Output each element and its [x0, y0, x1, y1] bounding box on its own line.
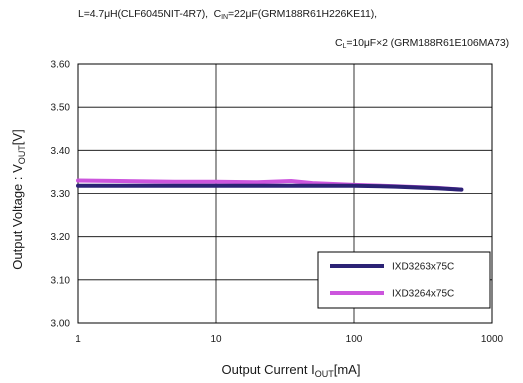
cl-note-sub: L	[342, 43, 347, 50]
legend: IXD3263x75C IXD3264x75C	[317, 251, 491, 309]
x-tick-label: 1	[75, 334, 81, 345]
y-tick-label: 3.10	[51, 275, 71, 286]
y-tick-label: 3.40	[51, 146, 71, 157]
series-lines	[76, 178, 464, 192]
plot-frame	[77, 63, 493, 324]
test-conditions-line-2: CL=10μF×2 (GRM188R61E106MA73)	[335, 37, 509, 50]
y-tick-label: 3.20	[51, 232, 71, 243]
y-tick-label: 3.50	[51, 103, 71, 114]
x-axis-label-text: Output Current I	[222, 362, 315, 377]
x-tick-label: 10	[210, 334, 222, 345]
y-tick-label: 3.00	[51, 319, 71, 330]
test-conditions-line-1: L=4.7μH(CLF6045NIT-4R7), CIN=22μF(GRM188…	[78, 8, 377, 21]
y-axis-label-unit: [V]	[10, 129, 25, 145]
inductor-note: L=4.7μH(CLF6045NIT-4R7),	[78, 8, 208, 20]
y-axis-label: Output Voltage : VOUT[V]	[10, 129, 27, 269]
cin-note-prefix: C	[213, 8, 222, 20]
cl-note-prefix: C	[335, 37, 343, 49]
y-axis-label-sub: OUT	[17, 145, 27, 165]
x-axis-label-sub: OUT	[315, 369, 335, 379]
y-axis-label-text: Output Voltage : V	[10, 164, 25, 270]
tick-labels: 3.00 3.10 3.20 3.30 3.40 3.50 3.60 1 10 100 1000	[51, 60, 504, 346]
cin-note-value: =22μF(GRM188R61H226KE11),	[227, 8, 377, 20]
x-tick-label: 100	[346, 334, 363, 345]
cl-note-value: =10μF×2 (GRM188R61E106MA73)	[346, 37, 509, 49]
cin-note-sub: IN	[221, 14, 228, 21]
legend-label: IXD3263x75C	[392, 262, 454, 273]
legend-label: IXD3264x75C	[392, 289, 454, 300]
x-axis-label: Output Current IOUT[mA]	[222, 362, 361, 379]
y-tick-label: 3.60	[51, 60, 71, 71]
x-axis-label-unit: [mA]	[334, 362, 361, 377]
x-tick-label: 1000	[481, 334, 504, 345]
series-line	[76, 183, 464, 192]
legend-box	[317, 251, 491, 309]
y-tick-label: 3.30	[51, 189, 71, 200]
